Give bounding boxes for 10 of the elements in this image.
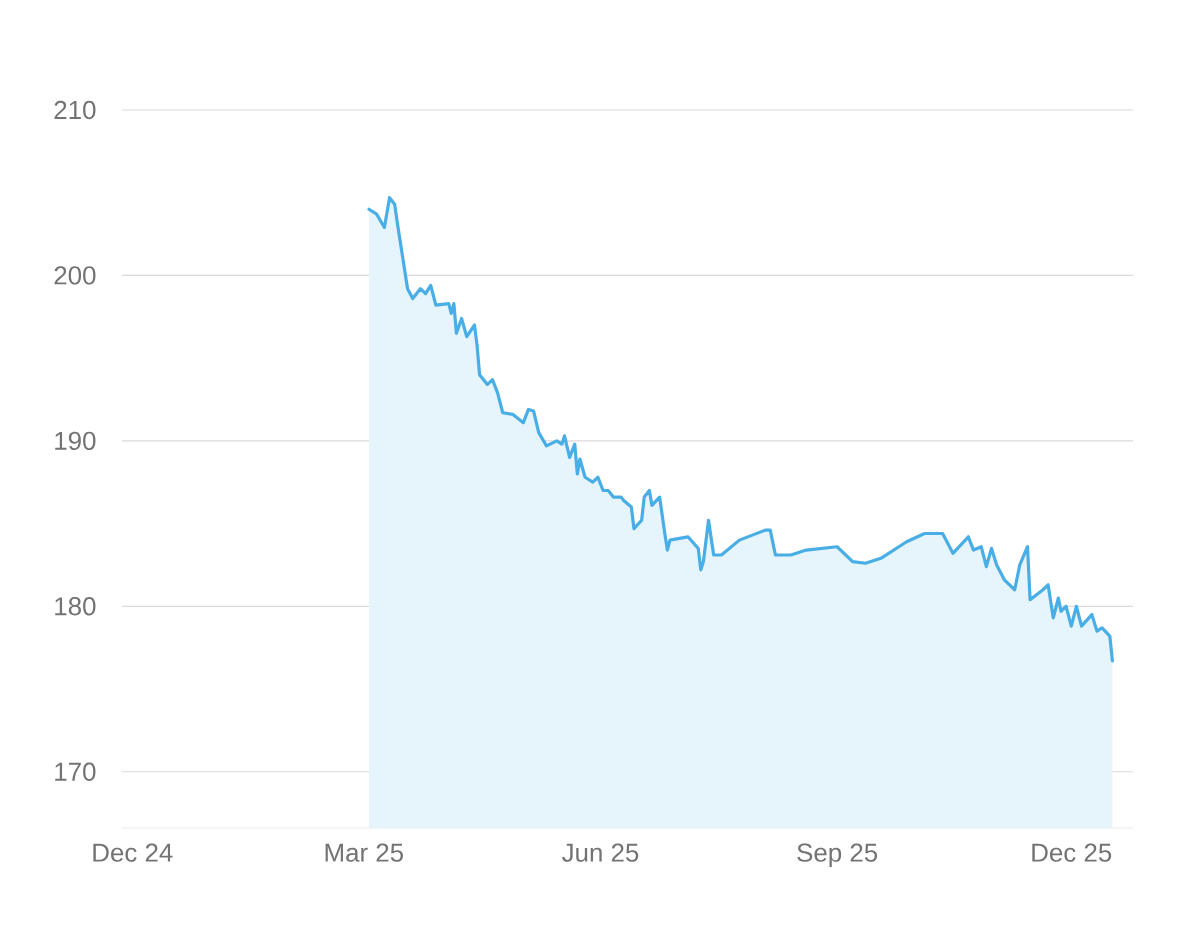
y-tick-label: 210: [54, 100, 96, 120]
x-tick-label: Mar 25: [325, 843, 404, 862]
x-tick-label: Dec 25: [1032, 843, 1112, 862]
x-tick-label: Dec 24: [93, 843, 173, 862]
y-tick-label: 200: [54, 266, 96, 285]
x-tick-label: Sep 25: [797, 843, 878, 867]
y-tick-label: 180: [55, 597, 96, 616]
x-tick-label: Jun 25: [562, 843, 639, 862]
y-tick-label: 190: [55, 431, 96, 451]
y-tick-label: 170: [55, 762, 96, 781]
